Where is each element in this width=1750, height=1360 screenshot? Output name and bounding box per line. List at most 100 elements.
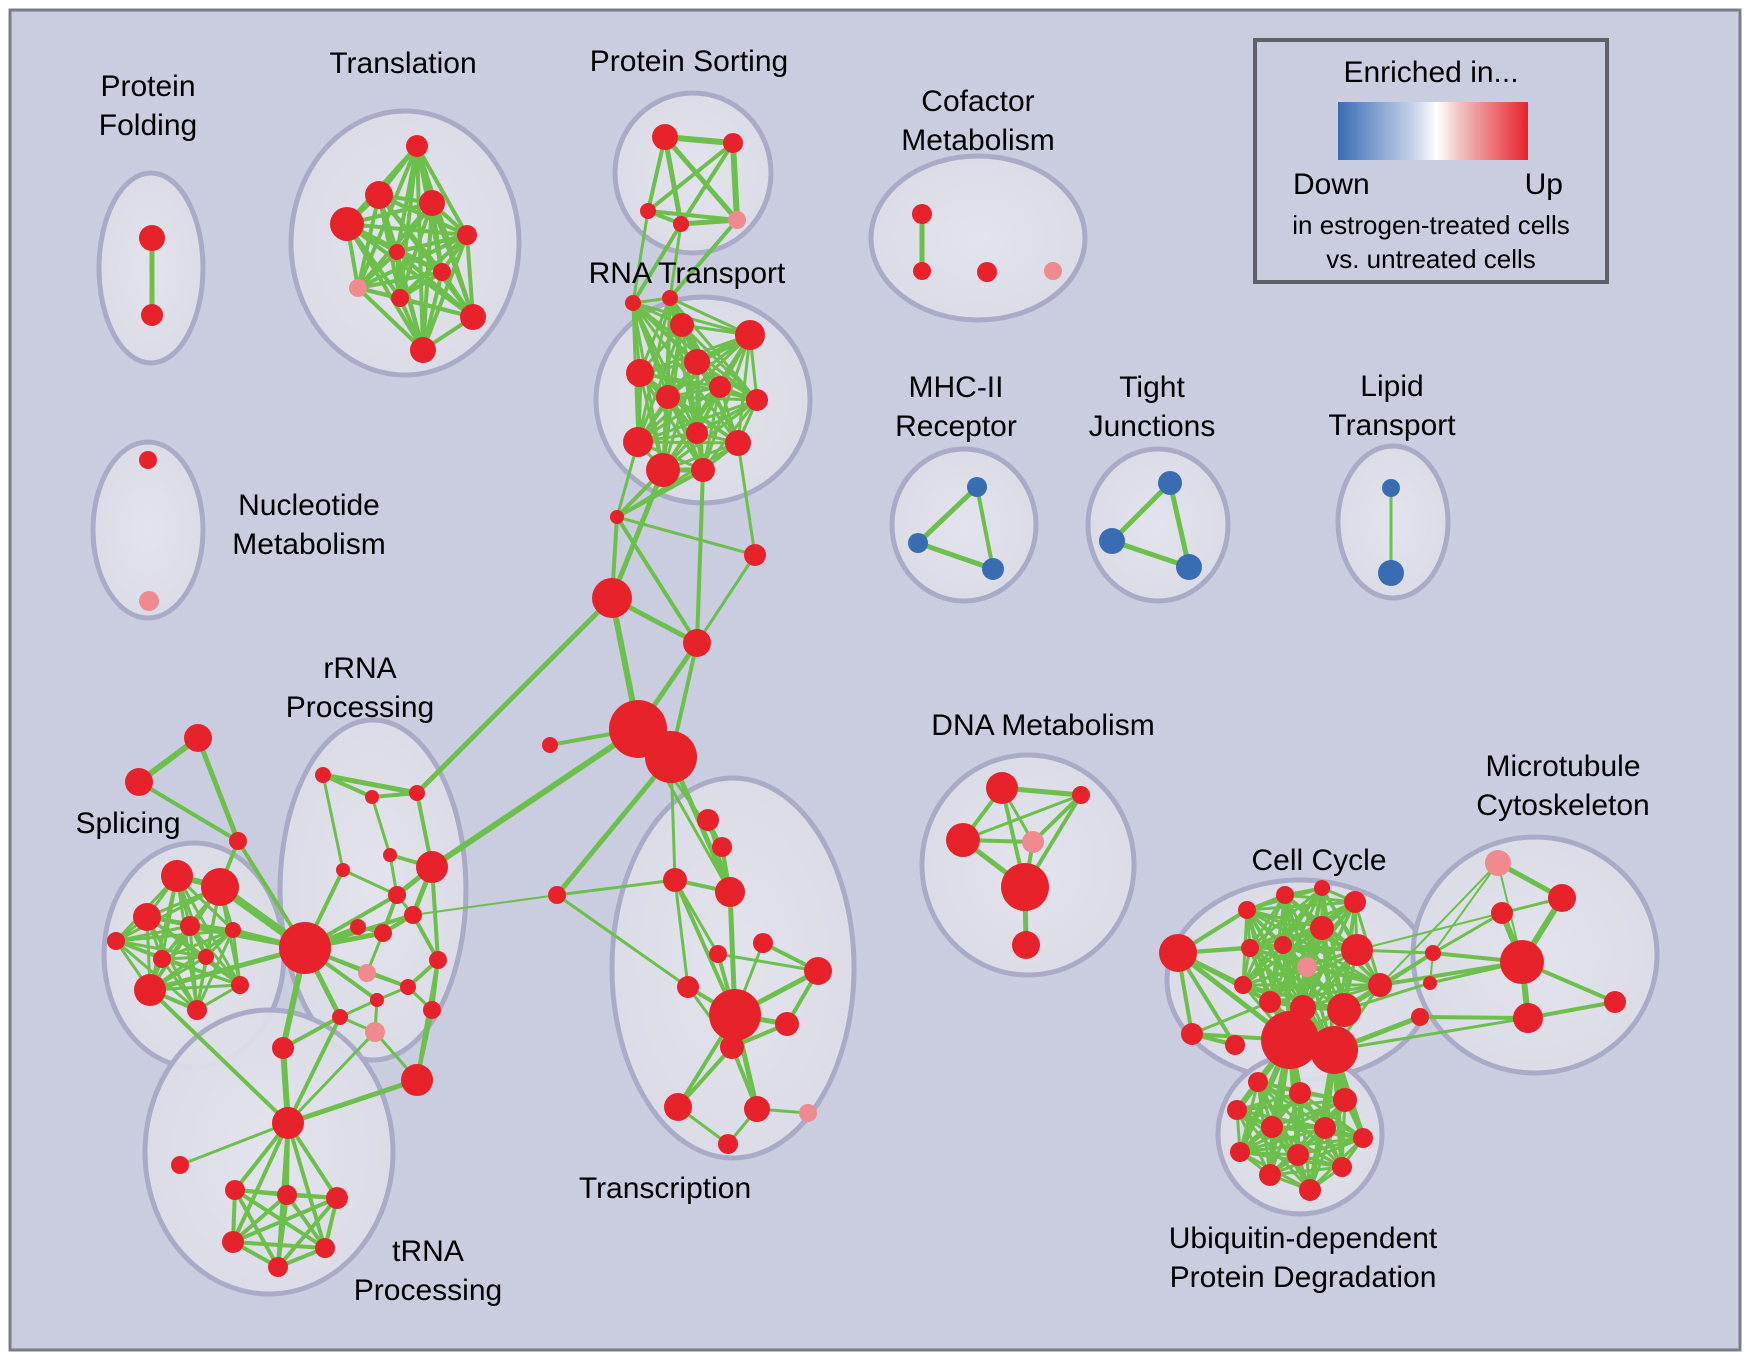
node-microtubule-cytoskeleton-0[interactable]: [1485, 850, 1511, 876]
node-splicing-1[interactable]: [201, 868, 239, 906]
node-protein-sorting-2[interactable]: [640, 203, 656, 219]
node-tight-junctions-0[interactable]: [1158, 471, 1182, 495]
node-hub-1[interactable]: [592, 578, 632, 618]
node-splicing-2[interactable]: [133, 903, 161, 931]
node-translation-8[interactable]: [391, 289, 409, 307]
node-hub-6[interactable]: [542, 737, 558, 753]
node-splicing-5[interactable]: [107, 932, 125, 950]
node-transcription-4[interactable]: [753, 933, 773, 953]
node-cell-cycle-3[interactable]: [1276, 886, 1294, 904]
node-rna-transport-10[interactable]: [646, 453, 680, 487]
node-microtubule-cytoskeleton-1[interactable]: [1548, 884, 1576, 912]
node-lipid-transport-0[interactable]: [1382, 479, 1400, 497]
node-splicing-triangle-2[interactable]: [229, 832, 247, 850]
node-translation-0[interactable]: [406, 135, 428, 157]
node-cell-cycle-5[interactable]: [1344, 891, 1366, 913]
node-rrna-processing-19[interactable]: [272, 1037, 294, 1059]
node-transcription-9[interactable]: [775, 1012, 799, 1036]
node-rna-transport-12[interactable]: [625, 295, 641, 311]
node-splicing-6[interactable]: [153, 950, 171, 968]
node-cell-cycle-10[interactable]: [1341, 934, 1373, 966]
node-splicing-9[interactable]: [187, 1000, 207, 1020]
node-translation-4[interactable]: [457, 225, 477, 245]
node-rna-transport-11[interactable]: [691, 458, 715, 482]
node-ubiquitin-degradation-11[interactable]: [1299, 1179, 1321, 1201]
node-transcription-1[interactable]: [712, 837, 732, 857]
node-rna-transport-4[interactable]: [656, 385, 680, 409]
node-rrna-processing-15[interactable]: [365, 1022, 385, 1042]
node-transcription-11[interactable]: [664, 1093, 692, 1121]
node-rna-transport-1[interactable]: [735, 320, 765, 350]
node-hub-0[interactable]: [610, 510, 624, 524]
node-translation-7[interactable]: [349, 279, 367, 297]
node-protein-sorting-4[interactable]: [728, 211, 746, 229]
node-transcription-3[interactable]: [715, 877, 745, 907]
node-rrna-processing-5[interactable]: [416, 851, 448, 883]
node-rna-transport-2[interactable]: [684, 349, 710, 375]
node-rna-transport-6[interactable]: [746, 389, 768, 411]
node-ubiquitin-degradation-8[interactable]: [1287, 1144, 1309, 1166]
node-cell-cycle-11[interactable]: [1234, 976, 1252, 994]
node-cell-cycle-1[interactable]: [1181, 1023, 1203, 1045]
node-translation-9[interactable]: [460, 304, 486, 330]
node-dna-metabolism-5[interactable]: [1012, 931, 1040, 959]
node-cofactor-metabolism-1[interactable]: [913, 262, 931, 280]
node-rna-transport-13[interactable]: [662, 290, 678, 306]
node-cell-cycle-16[interactable]: [1261, 1011, 1319, 1069]
node-protein-sorting-0[interactable]: [652, 124, 678, 150]
node-transcription-10[interactable]: [720, 1035, 744, 1059]
node-cofactor-metabolism-0[interactable]: [912, 204, 932, 224]
node-trna-processing-6[interactable]: [315, 1238, 335, 1258]
node-mhc-ii-receptor-1[interactable]: [908, 533, 928, 553]
node-microtubule-cytoskeleton-5[interactable]: [1604, 991, 1626, 1013]
node-nucleotide-metabolism-0[interactable]: [139, 451, 157, 469]
node-mhc-ii-receptor-2[interactable]: [982, 558, 1004, 580]
node-ubiquitin-degradation-3[interactable]: [1227, 1100, 1247, 1120]
node-protein-folding-0[interactable]: [139, 225, 165, 251]
node-hub-5[interactable]: [645, 731, 697, 783]
node-splicing-4[interactable]: [225, 922, 241, 938]
node-splicing-0[interactable]: [161, 860, 193, 892]
node-rrna-processing-13[interactable]: [400, 979, 416, 995]
node-rrna-processing-9[interactable]: [279, 922, 331, 974]
node-microtubule-cytoskeleton-6[interactable]: [1425, 945, 1441, 961]
node-mhc-ii-receptor-0[interactable]: [967, 477, 987, 497]
node-ubiquitin-degradation-6[interactable]: [1353, 1128, 1373, 1148]
node-rrna-processing-14[interactable]: [370, 993, 384, 1007]
node-transcription-7[interactable]: [804, 957, 832, 985]
node-translation-6[interactable]: [433, 263, 451, 281]
node-transcription-0[interactable]: [697, 809, 719, 831]
node-splicing-7[interactable]: [198, 949, 214, 965]
node-rrna-processing-12[interactable]: [429, 951, 447, 969]
node-rrna-processing-16[interactable]: [401, 1064, 433, 1096]
node-transcription-12[interactable]: [744, 1096, 770, 1122]
node-ubiquitin-degradation-0[interactable]: [1248, 1072, 1268, 1092]
node-ubiquitin-degradation-2[interactable]: [1333, 1088, 1357, 1112]
node-rrna-processing-18[interactable]: [423, 1001, 441, 1019]
node-hub-2[interactable]: [744, 544, 766, 566]
node-rrna-processing-4[interactable]: [336, 863, 350, 877]
node-dna-metabolism-3[interactable]: [1022, 831, 1044, 853]
node-protein-sorting-1[interactable]: [723, 133, 743, 153]
node-tight-junctions-2[interactable]: [1176, 554, 1202, 580]
node-transcription-14[interactable]: [718, 1134, 738, 1154]
node-transcription-13[interactable]: [799, 1104, 817, 1122]
node-trna-processing-0[interactable]: [272, 1107, 304, 1139]
node-dna-metabolism-0[interactable]: [986, 772, 1018, 804]
node-tight-junctions-1[interactable]: [1099, 528, 1125, 554]
node-protein-folding-1[interactable]: [141, 304, 163, 326]
node-dna-metabolism-1[interactable]: [1072, 786, 1090, 804]
node-rna-transport-3[interactable]: [626, 359, 654, 387]
node-transcription-8[interactable]: [709, 989, 761, 1041]
node-translation-10[interactable]: [410, 337, 436, 363]
node-cofactor-metabolism-3[interactable]: [1044, 262, 1062, 280]
node-rna-transport-7[interactable]: [623, 427, 653, 457]
node-transcription-5[interactable]: [709, 945, 727, 963]
node-cell-cycle-4[interactable]: [1314, 880, 1330, 896]
node-protein-sorting-3[interactable]: [673, 216, 689, 232]
node-rna-transport-9[interactable]: [725, 430, 751, 456]
node-translation-2[interactable]: [419, 190, 445, 216]
node-microtubule-cytoskeleton-7[interactable]: [1423, 976, 1437, 990]
node-translation-5[interactable]: [389, 244, 405, 260]
node-ubiquitin-degradation-5[interactable]: [1314, 1117, 1336, 1139]
